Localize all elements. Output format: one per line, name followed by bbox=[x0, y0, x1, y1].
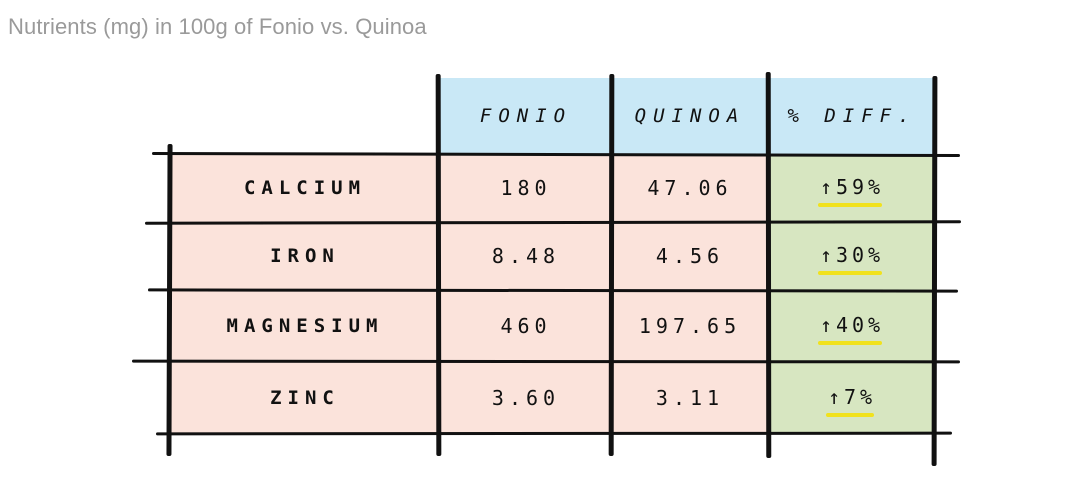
cell-zinc-fonio: 3.60 bbox=[440, 362, 612, 434]
grid-line-vertical bbox=[608, 73, 615, 457]
row-label-iron: IRON bbox=[170, 222, 440, 290]
column-header-diff: % DIFF. bbox=[768, 78, 936, 154]
grid-line-vertical bbox=[931, 75, 938, 467]
cell-zinc-diff: ↑7% bbox=[768, 362, 936, 434]
cell-iron-quinoa: 4.56 bbox=[612, 222, 768, 290]
diff-value-text: ↑30% bbox=[819, 242, 885, 267]
column-header-quinoa: QUINOA bbox=[612, 78, 768, 154]
column-header-fonio: FONIO bbox=[440, 78, 612, 154]
diff-value-text: ↑59% bbox=[819, 174, 885, 199]
cell-magnesium-quinoa: 197.65 bbox=[612, 290, 768, 362]
grid-line-horizontal bbox=[155, 431, 953, 436]
cell-calcium-fonio: 180 bbox=[440, 154, 612, 222]
row-label-magnesium: MAGNESIUM bbox=[170, 290, 440, 362]
diff-value-text: ↑7% bbox=[827, 384, 877, 409]
highlight-underline bbox=[817, 202, 883, 207]
row-label-calcium: CALCIUM bbox=[170, 154, 440, 222]
highlight-underline bbox=[817, 270, 883, 275]
row-label-zinc: ZINC bbox=[170, 362, 440, 434]
diff-value: ↑59% bbox=[817, 174, 886, 207]
cell-iron-diff: ↑30% bbox=[768, 222, 936, 290]
cell-calcium-quinoa: 47.06 bbox=[612, 154, 768, 222]
cell-magnesium-diff: ↑40% bbox=[768, 290, 936, 362]
diff-value: ↑30% bbox=[817, 242, 886, 275]
cell-calcium-diff: ↑59% bbox=[768, 154, 936, 222]
cell-magnesium-fonio: 460 bbox=[440, 290, 612, 362]
cell-iron-fonio: 8.48 bbox=[440, 222, 612, 290]
highlight-underline bbox=[817, 340, 883, 345]
diff-value: ↑7% bbox=[825, 384, 878, 417]
grid-line-vertical bbox=[435, 73, 442, 457]
page-title: Nutrients (mg) in 100g of Fonio vs. Quin… bbox=[8, 14, 427, 39]
cell-zinc-quinoa: 3.11 bbox=[612, 362, 768, 434]
diff-value: ↑40% bbox=[817, 312, 886, 345]
diff-value-text: ↑40% bbox=[819, 312, 885, 337]
highlight-underline bbox=[825, 412, 875, 417]
grid-line-vertical bbox=[765, 71, 772, 459]
